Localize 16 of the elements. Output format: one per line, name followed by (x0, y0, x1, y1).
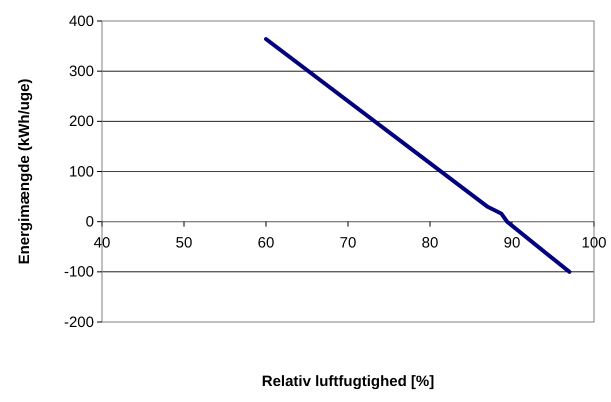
y-axis-title: Energimængde (kWh/uge) (16, 78, 33, 264)
x-axis-title: Relativ luftfugtighed [%] (262, 373, 434, 390)
x-tick-label: 40 (94, 234, 110, 252)
y-tick-label: 200 (68, 113, 94, 130)
y-tick-label: -200 (64, 314, 94, 331)
x-tick-label: 70 (340, 234, 356, 252)
x-tick-label: 90 (504, 234, 520, 252)
y-tick-label: 0 (86, 213, 94, 230)
y-tick-label: 400 (68, 12, 94, 30)
x-tick-label: 80 (422, 234, 438, 252)
x-tick-label: 50 (176, 234, 192, 252)
x-tick-label: 100 (581, 234, 607, 252)
y-tick-label: 300 (68, 62, 94, 80)
y-tick-label: -100 (64, 264, 94, 281)
x-tick-label: 60 (258, 234, 274, 252)
y-tick-label: 100 (68, 163, 94, 180)
